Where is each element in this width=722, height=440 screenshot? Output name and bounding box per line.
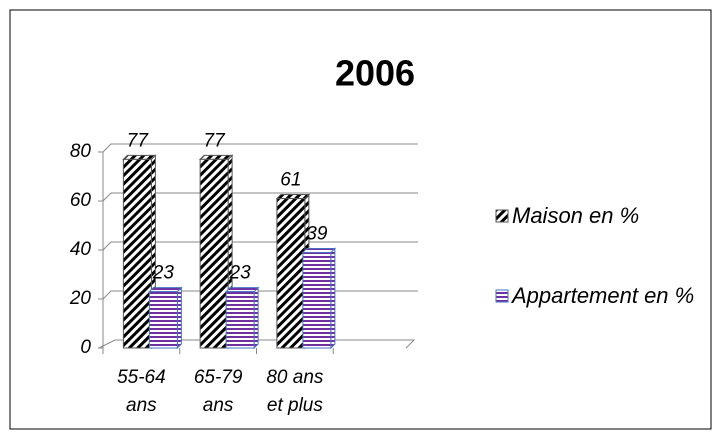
legend-swatch — [495, 209, 509, 223]
bar — [122, 158, 152, 349]
bar-side — [253, 286, 259, 350]
grid-line — [102, 241, 418, 251]
bar — [276, 198, 306, 349]
grid-line — [102, 143, 418, 153]
data-label: 23 — [152, 263, 175, 284]
bar-top — [275, 194, 311, 200]
y-tick-label: 20 — [69, 288, 92, 309]
bar-side — [330, 247, 336, 350]
bar-side — [176, 286, 182, 350]
x-tick-label: 55-64 ans — [117, 367, 166, 416]
floor — [98, 339, 416, 349]
bar — [148, 291, 178, 349]
y-tick-label: 0 — [80, 337, 91, 358]
data-label: 61 — [280, 170, 301, 191]
bar-top — [198, 154, 234, 160]
bar — [302, 251, 332, 349]
bar-top — [122, 154, 157, 160]
grid-line — [102, 192, 418, 202]
y-tick-label: 80 — [70, 141, 92, 162]
x-tick-label: 80 ans et plus — [266, 367, 324, 416]
chart-title: 2006 — [335, 53, 415, 94]
legend-swatch — [495, 289, 509, 303]
bar-top — [224, 287, 260, 293]
bar-top — [301, 247, 337, 253]
legend-label: Appartement en % — [512, 283, 695, 308]
x-tick-label: 65-79 ans — [193, 367, 243, 416]
y-tick-label: 60 — [70, 190, 92, 211]
data-label: 77 — [127, 130, 150, 151]
data-label: 23 — [229, 263, 252, 284]
y-tick-label: 40 — [70, 239, 92, 260]
data-label: 77 — [204, 130, 227, 151]
bar — [225, 291, 255, 349]
legend-label: Maison en % — [512, 203, 640, 228]
data-label: 39 — [306, 223, 328, 244]
bar — [199, 158, 229, 349]
bar-top — [148, 287, 183, 293]
